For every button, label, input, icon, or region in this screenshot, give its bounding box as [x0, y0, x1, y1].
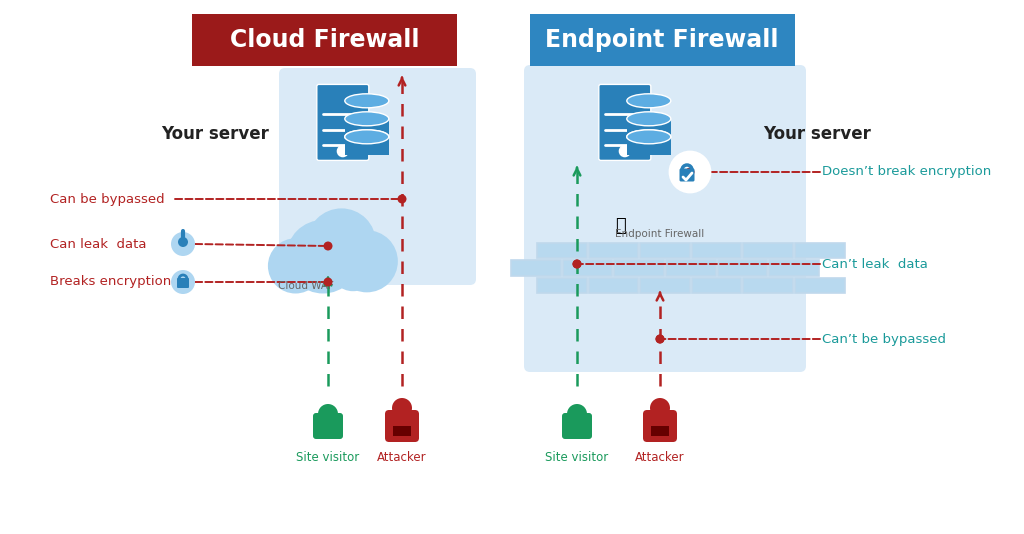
FancyBboxPatch shape: [385, 410, 419, 442]
FancyBboxPatch shape: [537, 278, 587, 293]
Ellipse shape: [627, 130, 671, 144]
Circle shape: [685, 168, 694, 177]
FancyBboxPatch shape: [393, 426, 411, 436]
Text: Endpoint Firewall: Endpoint Firewall: [615, 229, 705, 239]
Circle shape: [307, 208, 376, 277]
FancyBboxPatch shape: [511, 261, 561, 276]
Ellipse shape: [627, 130, 671, 144]
FancyBboxPatch shape: [289, 257, 372, 282]
Text: Can be bypassed: Can be bypassed: [50, 192, 165, 206]
FancyBboxPatch shape: [313, 413, 343, 439]
Circle shape: [171, 232, 195, 256]
Ellipse shape: [627, 94, 671, 108]
FancyBboxPatch shape: [718, 261, 767, 276]
Circle shape: [171, 270, 195, 294]
Circle shape: [650, 398, 670, 418]
FancyBboxPatch shape: [524, 65, 806, 372]
Text: Can’t leak  data: Can’t leak data: [822, 257, 928, 271]
FancyBboxPatch shape: [680, 169, 694, 182]
FancyBboxPatch shape: [692, 243, 741, 258]
Circle shape: [324, 278, 333, 287]
Text: Doesn’t break encryption: Doesn’t break encryption: [822, 166, 991, 178]
FancyBboxPatch shape: [279, 68, 476, 285]
FancyBboxPatch shape: [537, 243, 587, 258]
Text: Endpoint Firewall: Endpoint Firewall: [545, 28, 778, 52]
Circle shape: [572, 260, 582, 269]
Text: 🔥: 🔥: [614, 217, 626, 235]
Text: Attacker: Attacker: [377, 451, 427, 464]
Circle shape: [268, 238, 324, 294]
Circle shape: [655, 334, 665, 343]
Text: Can leak  data: Can leak data: [50, 238, 146, 250]
FancyBboxPatch shape: [627, 137, 671, 155]
Text: Attacker: Attacker: [635, 451, 685, 464]
Circle shape: [287, 220, 359, 294]
FancyBboxPatch shape: [643, 410, 677, 442]
Circle shape: [620, 146, 630, 156]
Circle shape: [318, 404, 338, 424]
Ellipse shape: [627, 112, 671, 126]
Ellipse shape: [345, 112, 389, 126]
FancyBboxPatch shape: [666, 261, 716, 276]
Circle shape: [655, 334, 665, 343]
FancyBboxPatch shape: [530, 14, 795, 66]
FancyBboxPatch shape: [769, 261, 819, 276]
FancyBboxPatch shape: [316, 84, 369, 160]
Ellipse shape: [345, 130, 389, 144]
Text: Cloud WAF: Cloud WAF: [279, 281, 334, 291]
Circle shape: [670, 152, 710, 192]
Text: Site visitor: Site visitor: [296, 451, 359, 464]
Text: Can’t be bypassed: Can’t be bypassed: [822, 333, 946, 345]
Circle shape: [178, 237, 188, 247]
FancyBboxPatch shape: [193, 14, 457, 66]
FancyBboxPatch shape: [640, 278, 690, 293]
FancyBboxPatch shape: [345, 137, 389, 155]
Circle shape: [337, 146, 348, 156]
Text: Your server: Your server: [763, 125, 871, 143]
FancyBboxPatch shape: [345, 119, 389, 137]
FancyBboxPatch shape: [589, 278, 638, 293]
FancyBboxPatch shape: [589, 243, 638, 258]
FancyBboxPatch shape: [563, 261, 612, 276]
FancyBboxPatch shape: [795, 243, 845, 258]
Text: Site visitor: Site visitor: [546, 451, 608, 464]
Circle shape: [567, 404, 587, 424]
FancyBboxPatch shape: [651, 426, 669, 436]
FancyBboxPatch shape: [640, 243, 690, 258]
Circle shape: [324, 241, 333, 250]
FancyBboxPatch shape: [599, 84, 651, 160]
Circle shape: [397, 194, 407, 203]
Text: Your server: Your server: [161, 125, 269, 143]
FancyBboxPatch shape: [614, 261, 664, 276]
Circle shape: [572, 260, 582, 269]
Circle shape: [330, 245, 376, 291]
Text: Breaks encryption: Breaks encryption: [50, 276, 171, 288]
Ellipse shape: [345, 94, 389, 108]
Circle shape: [336, 230, 398, 292]
FancyBboxPatch shape: [562, 413, 592, 439]
FancyBboxPatch shape: [692, 278, 741, 293]
FancyBboxPatch shape: [177, 278, 189, 288]
FancyBboxPatch shape: [795, 278, 845, 293]
Circle shape: [392, 398, 412, 418]
Ellipse shape: [345, 130, 389, 144]
FancyBboxPatch shape: [743, 278, 793, 293]
Text: Cloud Firewall: Cloud Firewall: [230, 28, 420, 52]
FancyBboxPatch shape: [743, 243, 793, 258]
FancyBboxPatch shape: [627, 119, 671, 137]
